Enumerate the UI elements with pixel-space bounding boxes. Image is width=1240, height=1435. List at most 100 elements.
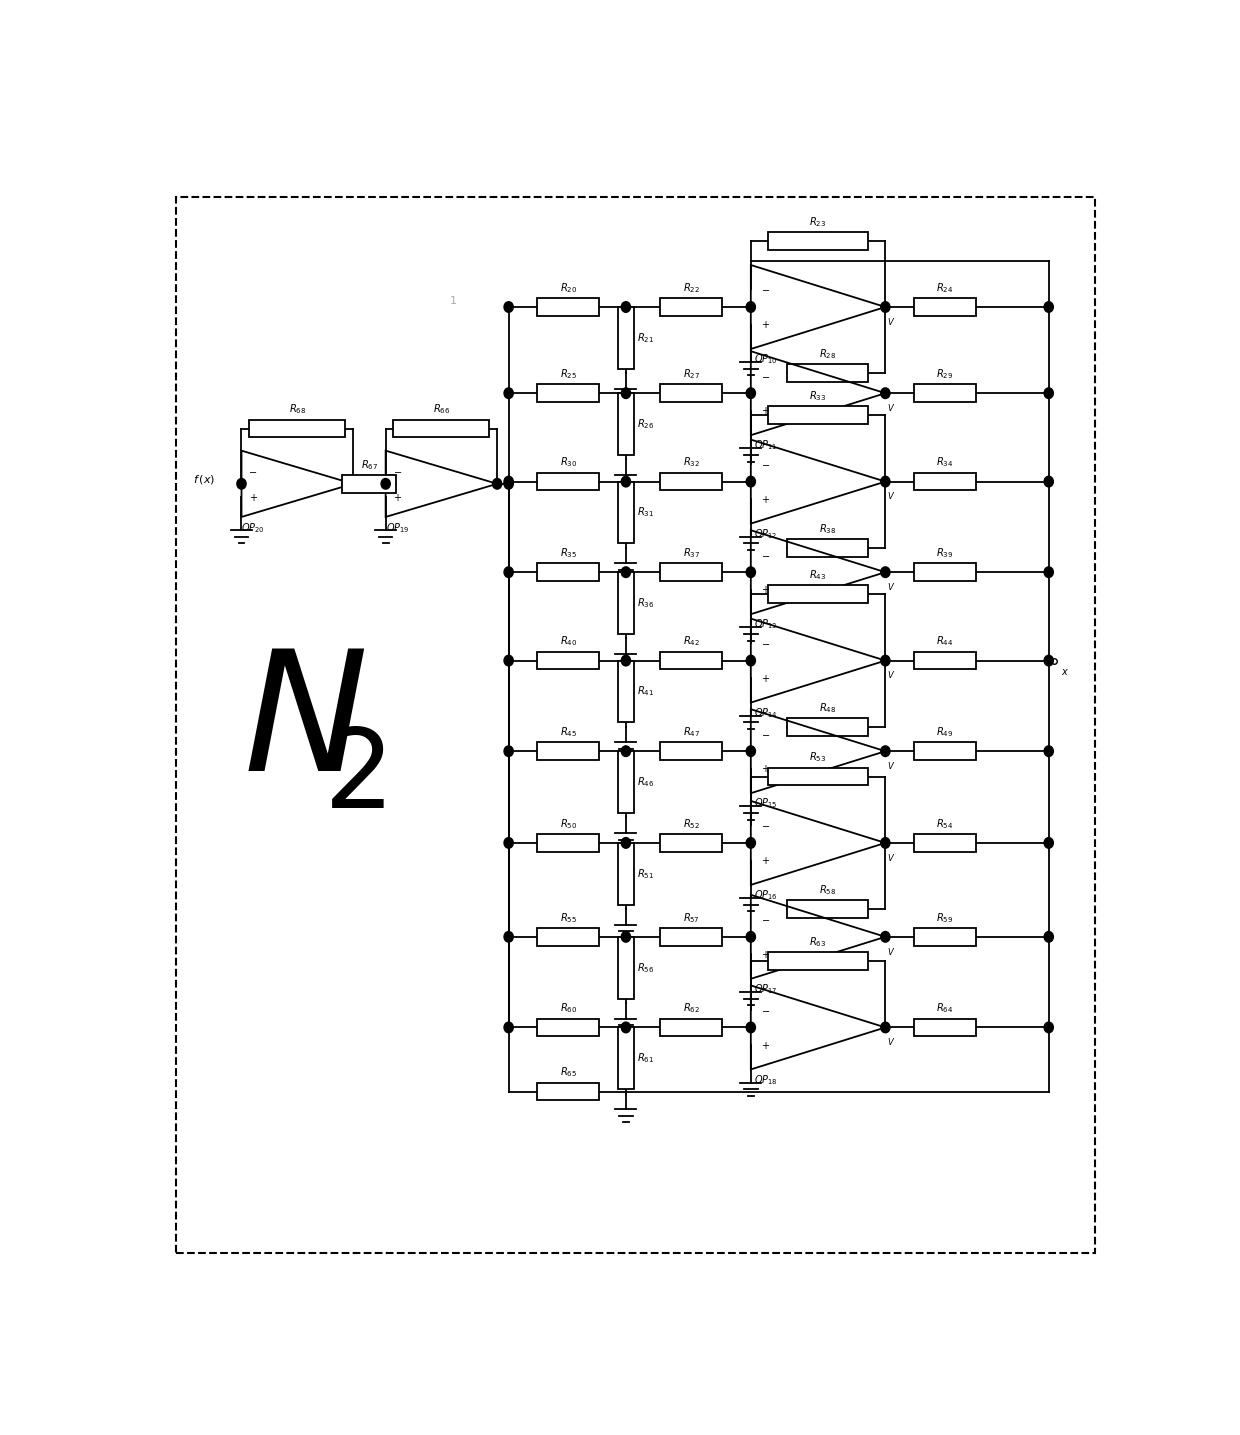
Text: $V$: $V$ bbox=[888, 581, 895, 593]
Text: $+$: $+$ bbox=[760, 855, 770, 867]
Bar bbox=[914, 651, 976, 669]
Circle shape bbox=[621, 387, 630, 399]
Bar bbox=[661, 472, 722, 491]
Bar bbox=[661, 298, 722, 316]
Text: $-$: $-$ bbox=[393, 465, 402, 475]
Bar bbox=[768, 406, 868, 425]
Text: $R_{24}$: $R_{24}$ bbox=[936, 281, 954, 294]
Circle shape bbox=[1044, 656, 1053, 666]
Circle shape bbox=[746, 301, 755, 313]
Text: $R_{64}$: $R_{64}$ bbox=[936, 1002, 954, 1016]
Text: $+$: $+$ bbox=[248, 492, 258, 502]
Circle shape bbox=[746, 656, 755, 666]
Bar bbox=[914, 564, 976, 581]
Text: $+$: $+$ bbox=[760, 494, 770, 505]
Text: $R_{45}$: $R_{45}$ bbox=[559, 725, 577, 739]
Text: $R_{21}$: $R_{21}$ bbox=[637, 331, 655, 344]
Bar bbox=[537, 1019, 599, 1036]
Text: $R_{68}$: $R_{68}$ bbox=[289, 403, 306, 416]
Circle shape bbox=[621, 838, 630, 848]
Text: $OP_{18}$: $OP_{18}$ bbox=[754, 1073, 777, 1086]
Circle shape bbox=[503, 838, 513, 848]
Text: $R_{58}$: $R_{58}$ bbox=[818, 884, 837, 897]
Text: $R_{50}$: $R_{50}$ bbox=[559, 817, 577, 831]
Text: $R_{25}$: $R_{25}$ bbox=[559, 367, 577, 382]
Text: $R_{29}$: $R_{29}$ bbox=[936, 367, 954, 382]
Bar bbox=[768, 953, 868, 970]
Text: $V$: $V$ bbox=[888, 946, 895, 957]
Circle shape bbox=[746, 567, 755, 577]
Text: $R_{39}$: $R_{39}$ bbox=[936, 547, 954, 560]
Bar bbox=[661, 385, 722, 402]
Bar bbox=[619, 1027, 634, 1089]
Text: $V$: $V$ bbox=[888, 316, 895, 327]
Circle shape bbox=[237, 478, 246, 489]
Bar bbox=[787, 718, 868, 736]
Text: $2$: $2$ bbox=[324, 725, 384, 831]
Text: $-$: $-$ bbox=[760, 639, 770, 649]
Circle shape bbox=[503, 656, 513, 666]
Bar bbox=[661, 742, 722, 761]
Bar bbox=[619, 573, 634, 634]
Circle shape bbox=[503, 746, 513, 756]
Text: $R_{34}$: $R_{34}$ bbox=[936, 456, 954, 469]
Circle shape bbox=[621, 746, 630, 756]
Bar bbox=[393, 419, 490, 438]
Text: $R_{53}$: $R_{53}$ bbox=[810, 751, 827, 765]
Circle shape bbox=[880, 567, 890, 577]
Bar bbox=[661, 564, 722, 581]
Circle shape bbox=[1044, 931, 1053, 943]
Circle shape bbox=[746, 931, 755, 943]
Circle shape bbox=[880, 476, 890, 486]
Bar bbox=[537, 1082, 599, 1101]
Circle shape bbox=[503, 301, 513, 313]
Text: $OP_{10}$: $OP_{10}$ bbox=[754, 353, 777, 366]
Text: $R_{33}$: $R_{33}$ bbox=[810, 389, 827, 403]
Circle shape bbox=[1044, 301, 1053, 313]
Bar bbox=[619, 393, 634, 455]
Text: $R_{23}$: $R_{23}$ bbox=[810, 215, 827, 228]
Circle shape bbox=[503, 567, 513, 577]
Text: $-$: $-$ bbox=[760, 284, 770, 294]
Text: $R_{61}$: $R_{61}$ bbox=[637, 1052, 655, 1065]
Circle shape bbox=[621, 1022, 630, 1033]
Text: $+$: $+$ bbox=[760, 673, 770, 683]
Text: $R_{47}$: $R_{47}$ bbox=[682, 725, 699, 739]
Text: $R_{42}$: $R_{42}$ bbox=[683, 634, 699, 649]
Text: $R_{59}$: $R_{59}$ bbox=[936, 911, 954, 924]
Circle shape bbox=[880, 387, 890, 399]
Bar bbox=[914, 298, 976, 316]
Text: $R_{43}$: $R_{43}$ bbox=[810, 568, 827, 583]
Text: $OP_{20}$: $OP_{20}$ bbox=[242, 521, 265, 535]
Text: $-$: $-$ bbox=[760, 370, 770, 380]
Text: $OP_{14}$: $OP_{14}$ bbox=[754, 706, 777, 720]
Text: $R_{52}$: $R_{52}$ bbox=[683, 817, 699, 831]
Text: $V$: $V$ bbox=[888, 761, 895, 771]
Circle shape bbox=[746, 838, 755, 848]
Bar bbox=[787, 364, 868, 382]
Circle shape bbox=[621, 656, 630, 666]
Circle shape bbox=[746, 387, 755, 399]
Text: $+$: $+$ bbox=[393, 492, 402, 502]
Text: $V$: $V$ bbox=[888, 852, 895, 862]
Text: $-$: $-$ bbox=[760, 729, 770, 739]
Text: $R_{55}$: $R_{55}$ bbox=[559, 911, 577, 924]
Text: $R_{67}$: $R_{67}$ bbox=[361, 458, 378, 472]
Text: $R_{37}$: $R_{37}$ bbox=[682, 547, 699, 560]
Bar bbox=[537, 651, 599, 669]
Bar bbox=[661, 651, 722, 669]
Text: $-$: $-$ bbox=[760, 821, 770, 831]
Bar bbox=[249, 419, 345, 438]
Text: $+$: $+$ bbox=[760, 405, 770, 416]
Bar bbox=[787, 900, 868, 918]
Circle shape bbox=[1044, 1022, 1053, 1033]
Bar bbox=[619, 937, 634, 999]
Bar bbox=[619, 482, 634, 544]
Bar bbox=[537, 472, 599, 491]
Bar bbox=[619, 751, 634, 814]
Text: $R_{38}$: $R_{38}$ bbox=[818, 522, 837, 535]
Circle shape bbox=[503, 476, 513, 486]
Text: $R_{26}$: $R_{26}$ bbox=[637, 418, 655, 430]
Bar bbox=[537, 834, 599, 852]
Text: $R_{30}$: $R_{30}$ bbox=[559, 456, 577, 469]
